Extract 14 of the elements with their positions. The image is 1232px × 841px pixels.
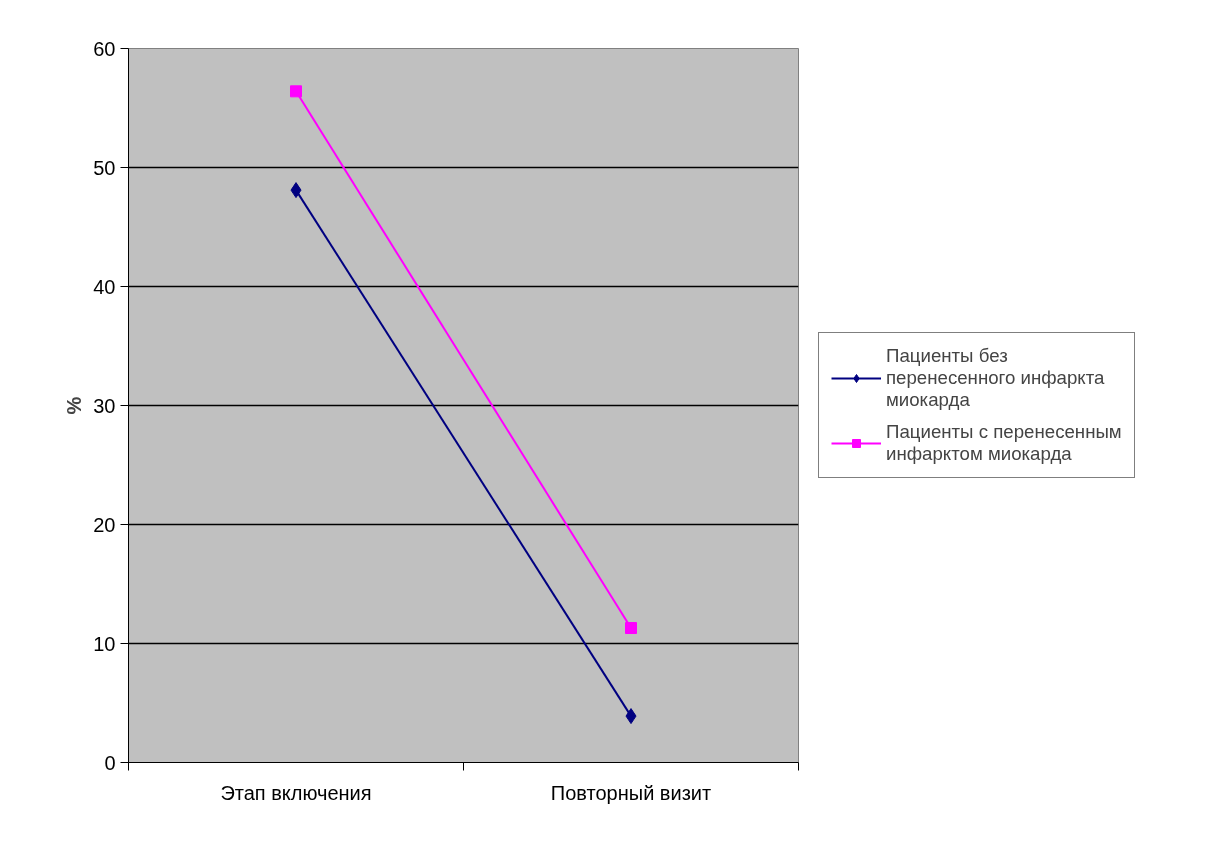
legend-label: Пациенты без перенесенного инфаркта миокарда [886,345,1105,411]
y-axis-title: % [63,396,86,415]
x-tick-label: Этап включения [220,781,372,804]
y-tick-label: 20 [93,513,116,536]
point [625,622,637,635]
y-tick-label: 0 [104,751,116,774]
y-tick-label: 30 [93,394,116,417]
point [290,85,302,98]
x-tick-label: Повторный визит [550,781,712,804]
y-tick-label: 40 [93,275,116,298]
legend-label: Пациенты с перенесенным инфарктом миокарда [886,421,1122,465]
y-tick-label: 50 [93,156,116,179]
y-tick-label: 10 [93,632,116,655]
y-tick-label: 60 [93,37,116,60]
